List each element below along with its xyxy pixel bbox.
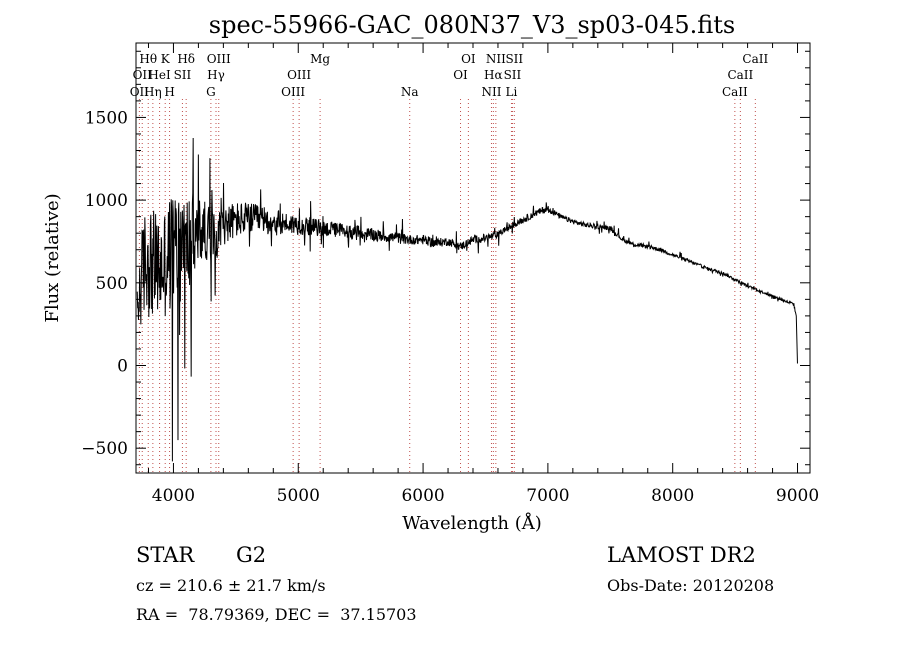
coordinates: RA = 78.79369, DEC = 37.15703 xyxy=(136,605,417,624)
x-tick-label: 8000 xyxy=(651,486,694,506)
x-tick-label: 4000 xyxy=(152,486,195,506)
x-tick-label: 7000 xyxy=(526,486,569,506)
y-axis-label: Flux (relative) xyxy=(42,193,63,322)
line-marker-label: OII xyxy=(133,68,153,82)
line-marker-label: Hγ xyxy=(207,68,225,82)
y-tick-label: 0 xyxy=(117,357,128,377)
line-marker-label: G xyxy=(206,85,216,99)
line-marker-label: NII xyxy=(481,85,501,99)
y-tick-label: 500 xyxy=(96,274,128,294)
line-marker-label: CaII xyxy=(742,52,768,66)
line-marker-label: NII xyxy=(486,52,506,66)
y-tick-label: 1500 xyxy=(85,108,128,128)
object-class: STAR xyxy=(136,543,195,567)
line-marker-labels: OIIOIIHθHηHeIKHSIIHδGHγOIIIOIIIOIIIMgNaO… xyxy=(130,52,769,99)
redshift-velocity: cz = 210.6 ± 21.7 km/s xyxy=(136,576,326,595)
y-tick-label: −500 xyxy=(81,439,128,459)
line-marker-label: OIII xyxy=(207,52,231,66)
line-marker-label: SII xyxy=(505,52,523,66)
obs-date: Obs-Date: 20120208 xyxy=(607,576,775,595)
line-marker-label: CaII xyxy=(722,85,748,99)
x-tick-label: 6000 xyxy=(401,486,444,506)
line-marker-label: H xyxy=(164,85,174,99)
object-subclass: G2 xyxy=(236,543,267,567)
spectrum-line xyxy=(136,138,798,462)
plot-frame xyxy=(135,42,811,474)
line-markers xyxy=(138,99,756,472)
line-marker-label: OIII xyxy=(287,68,311,82)
x-tick-label: 5000 xyxy=(277,486,320,506)
y-tick-label: 1000 xyxy=(85,191,128,211)
line-marker-label: OI xyxy=(453,68,468,82)
line-marker-label: SII xyxy=(174,68,192,82)
line-marker-label: Hα xyxy=(484,68,503,82)
line-marker-label: OIII xyxy=(281,85,305,99)
line-marker-label: Na xyxy=(401,85,419,99)
line-marker-label: OI xyxy=(461,52,476,66)
line-marker-label: CaII xyxy=(727,68,753,82)
chart-title: spec-55966-GAC_080N37_V3_sp03-045.fits xyxy=(209,11,735,39)
x-axis-label: Wavelength (Å) xyxy=(402,512,542,534)
line-marker-label: Hη xyxy=(144,85,162,99)
line-marker-label: Mg xyxy=(310,52,330,66)
line-marker-label: OII xyxy=(130,85,150,99)
line-marker-label: HeI xyxy=(148,68,171,82)
line-marker-label: Hθ xyxy=(139,52,157,66)
line-marker-label: K xyxy=(161,52,171,66)
line-marker-label: SII xyxy=(504,68,522,82)
x-tick-label: 9000 xyxy=(776,486,819,506)
line-marker-label: Li xyxy=(506,85,518,99)
axis-ticks: 4000 5000 6000 7000 8000 9000 −500 0 500 1000 1500 xyxy=(81,43,819,506)
survey-name: LAMOST DR2 xyxy=(607,543,756,567)
line-marker-label: Hδ xyxy=(177,52,195,66)
